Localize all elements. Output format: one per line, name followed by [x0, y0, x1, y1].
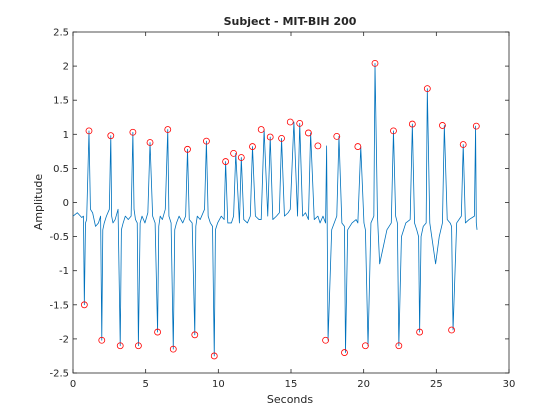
series-layer [72, 62, 478, 357]
chart-title: Subject - MIT-BIH 200 [224, 15, 357, 28]
r-peak-marker-37 [439, 122, 446, 129]
r-peak-marker-15 [222, 158, 230, 165]
r-peak-marker-17 [237, 154, 245, 161]
y-tick-label-8: 1.5 [53, 96, 69, 107]
r-peak-marker-40 [472, 122, 480, 130]
x-tick-label-4: 20 [357, 379, 370, 390]
r-peak-marker-35 [416, 328, 424, 336]
r-peak-marker-1 [85, 127, 93, 135]
y-tick-label-10: 2.5 [53, 28, 69, 39]
x-tick-label-6: 30 [503, 379, 516, 390]
y-tick-label-1: -2 [59, 334, 69, 345]
r-peak-marker-16 [230, 149, 237, 157]
r-peak-marker-14 [210, 352, 218, 360]
r-peak-marker-30 [362, 342, 369, 350]
r-peak-marker-11 [184, 145, 191, 153]
r-peak-marker-26 [322, 336, 329, 344]
x-tick-label-5: 25 [430, 379, 443, 390]
r-peak-marker-4 [116, 342, 124, 350]
r-peak-marker-38 [448, 326, 455, 334]
r-peak-marker-39 [459, 141, 467, 148]
y-tick-label-6: 0.5 [53, 164, 69, 175]
r-peak-marker-9 [164, 126, 172, 133]
r-peak-marker-20 [266, 133, 274, 141]
r-peak-marker-31 [371, 59, 379, 67]
r-peak-marker-29 [354, 143, 362, 150]
x-tick-label-1: 5 [142, 379, 148, 390]
r-peak-marker-19 [257, 126, 265, 133]
r-peak-marker-3 [107, 132, 115, 140]
r-peak-marker-21 [278, 134, 285, 142]
r-peak-marker-6 [134, 342, 142, 350]
r-peak-marker-27 [333, 132, 341, 140]
r-peak-marker-7 [146, 139, 154, 146]
x-tick-label-2: 10 [212, 379, 225, 390]
axes-box [72, 31, 510, 374]
r-peak-marker-23 [296, 119, 304, 127]
r-peak-marker-10 [169, 345, 177, 353]
x-tick-label-0: 0 [70, 379, 76, 390]
r-peak-marker-13 [203, 137, 210, 145]
y-axis-label: Amplitude [32, 174, 45, 231]
y-tick-label-2: -1.5 [49, 300, 69, 311]
r-peak-marker-18 [249, 143, 256, 150]
r-peak-marker-33 [395, 342, 403, 350]
r-peak-marker-8 [154, 328, 161, 336]
r-peak-marker-36 [423, 85, 431, 93]
r-peak-marker-28 [341, 349, 348, 356]
y-axis-ticks: -2.5 -2 -1.5 -1 -0.5 0 0.5 1 1.5 2 2.5 [49, 28, 509, 380]
y-tick-label-4: -0.5 [49, 232, 69, 243]
y-tick-label-9: 2 [63, 62, 69, 73]
r-peak-marker-12 [191, 331, 199, 339]
r-peak-marker-34 [408, 120, 416, 128]
r-peak-marker-24 [305, 129, 312, 137]
r-peak-marker-5 [129, 128, 137, 136]
ecg-signal-line-0 [72, 62, 478, 357]
x-axis-label: Seconds [267, 393, 313, 406]
y-tick-label-0: -2.5 [49, 369, 69, 380]
r-peak-marker-25 [314, 142, 322, 150]
plot-area: 0 5 10 15 20 25 30 -2.5 -2 -1.5 -1 -0.5 0 0.5 1 1.5 2 2.… [49, 28, 515, 391]
r-peak-marker-22 [286, 118, 294, 126]
y-tick-label-3: -1 [59, 266, 69, 277]
x-tick-label-3: 15 [285, 379, 298, 390]
y-tick-label-5: 0 [63, 198, 69, 209]
marker-layer [80, 59, 480, 360]
r-peak-marker-32 [390, 127, 397, 135]
x-axis-ticks: 0 5 10 15 20 25 30 [70, 32, 516, 390]
r-peak-marker-2 [98, 336, 106, 344]
r-peak-marker-0 [80, 301, 88, 309]
y-tick-label-7: 1 [63, 130, 69, 141]
